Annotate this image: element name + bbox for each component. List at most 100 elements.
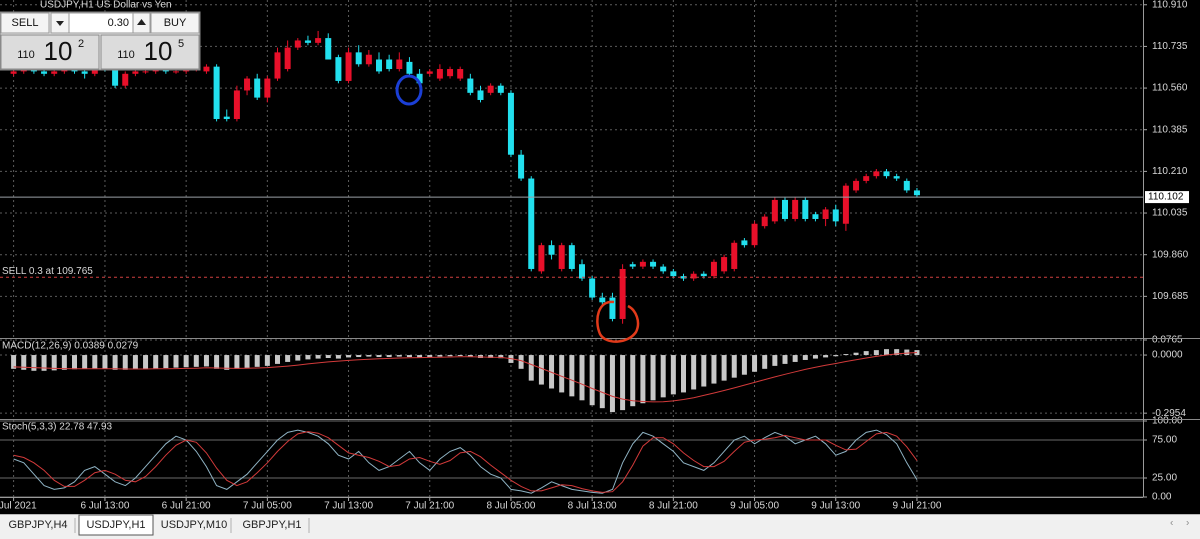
tab-label: USDJPY,M10 bbox=[161, 519, 227, 531]
histogram-bar bbox=[193, 355, 199, 367]
candle-body bbox=[406, 61, 413, 74]
histogram-bar bbox=[224, 355, 230, 370]
histogram-bar bbox=[457, 355, 463, 357]
histogram-bar bbox=[437, 355, 443, 357]
histogram-bar bbox=[630, 355, 636, 407]
histogram-bar bbox=[305, 355, 311, 360]
tab[interactable] bbox=[78, 514, 154, 536]
candle-body bbox=[700, 273, 707, 277]
candle-body bbox=[518, 154, 525, 179]
tab-label: GBPJPY,H4 bbox=[8, 519, 67, 531]
histogram-bar bbox=[609, 355, 615, 413]
candle-body bbox=[629, 264, 636, 267]
histogram-bar bbox=[112, 355, 118, 370]
candle-body bbox=[558, 245, 565, 269]
indicator-title: MACD(12,26,9) 0.0389 0.0279 bbox=[2, 341, 139, 352]
histogram-bar bbox=[823, 355, 829, 358]
tab[interactable] bbox=[157, 515, 231, 535]
histogram-bar bbox=[904, 349, 910, 356]
x-tick-label: 9 Jul 13:00 bbox=[811, 501, 860, 512]
histogram-bar bbox=[873, 350, 879, 356]
bid-small: 2 bbox=[78, 38, 84, 50]
candle-body bbox=[396, 59, 403, 70]
plot-area: 6 Jul 2021 6 Jul 13:00 6 Jul 21:00 7 Jul 05… bbox=[0, 0, 1200, 512]
candle-body bbox=[538, 245, 545, 272]
histogram-bar bbox=[863, 351, 869, 356]
histogram-bar bbox=[366, 355, 372, 357]
histogram-bar bbox=[21, 355, 27, 370]
histogram-bar bbox=[579, 355, 585, 401]
chart-title: USDJPY,H1 US Dollar vs Yen bbox=[40, 0, 172, 11]
bid-box[interactable] bbox=[0, 34, 100, 70]
candle-body bbox=[213, 66, 220, 120]
candle-body bbox=[132, 71, 139, 74]
candle-body bbox=[274, 52, 281, 79]
candle-body bbox=[315, 38, 322, 43]
candle-body bbox=[568, 245, 575, 269]
candle-body bbox=[863, 176, 870, 181]
last-price-box bbox=[1145, 191, 1189, 204]
buy-label: BUY bbox=[164, 17, 187, 29]
candle-body bbox=[660, 266, 667, 272]
scroll-left[interactable]: ‹ bbox=[1170, 518, 1173, 529]
candle-body bbox=[122, 73, 129, 86]
ask-small: 5 bbox=[178, 38, 184, 50]
candle-body bbox=[721, 257, 728, 272]
candle-body bbox=[873, 171, 880, 177]
candle-body bbox=[325, 38, 332, 60]
candle-body bbox=[264, 78, 271, 98]
tab[interactable] bbox=[235, 515, 309, 535]
histogram-bar bbox=[894, 349, 900, 356]
histogram-bar bbox=[599, 355, 605, 409]
x-tick-label: 9 Jul 21:00 bbox=[892, 501, 941, 512]
histogram-bar bbox=[51, 355, 57, 371]
buy-button[interactable] bbox=[150, 12, 200, 34]
candle-body bbox=[81, 71, 88, 74]
y-tick-label: 110.735 bbox=[1152, 41, 1188, 52]
y-tick-label: 75.00 bbox=[1152, 435, 1177, 446]
scroll-right[interactable]: › bbox=[1186, 518, 1189, 529]
histogram-bar bbox=[203, 355, 209, 367]
candle-body bbox=[528, 178, 535, 269]
y-tick-label: 110.035 bbox=[1152, 208, 1188, 219]
ask-box[interactable] bbox=[100, 34, 200, 70]
histogram-bar bbox=[285, 355, 291, 362]
candle-body bbox=[619, 268, 626, 319]
histogram-bar bbox=[264, 355, 270, 366]
y-tick-label: 110.385 bbox=[1152, 124, 1188, 135]
candle-body bbox=[487, 85, 494, 93]
spinner-arrow bbox=[137, 19, 146, 25]
x-tick-label: 6 Jul 2021 bbox=[0, 501, 37, 512]
sell-button[interactable] bbox=[0, 12, 50, 34]
histogram-bar bbox=[772, 355, 778, 366]
candle-body bbox=[832, 209, 839, 222]
histogram-bar bbox=[356, 355, 362, 358]
histogram-bar bbox=[275, 355, 280, 364]
histogram-bar bbox=[559, 355, 565, 393]
order-label: SELL 0.3 at 109.765 bbox=[2, 266, 93, 277]
ask-prefix: 110 bbox=[117, 49, 135, 61]
x-tick-label: 7 Jul 05:00 bbox=[243, 501, 292, 512]
candle-body bbox=[853, 180, 860, 191]
x-tick-label: 8 Jul 05:00 bbox=[486, 501, 535, 512]
candle-body bbox=[284, 47, 291, 70]
histogram-bar bbox=[853, 352, 859, 356]
histogram-bar bbox=[528, 355, 534, 381]
tab-label: GBPJPY,H1 bbox=[242, 519, 301, 531]
histogram-bar bbox=[549, 355, 555, 389]
candle-body bbox=[893, 176, 900, 179]
histogram-bar bbox=[346, 355, 352, 358]
histogram-bar bbox=[72, 355, 77, 370]
candle-body bbox=[294, 40, 301, 48]
last-price-label: 110.102 bbox=[1148, 192, 1184, 203]
tab[interactable] bbox=[1, 515, 75, 535]
candle-body bbox=[782, 199, 788, 219]
candle-body bbox=[812, 214, 819, 219]
candle-body bbox=[822, 209, 829, 219]
candle-body bbox=[751, 223, 758, 246]
histogram-bar bbox=[498, 355, 504, 359]
bid-big: 10 bbox=[44, 36, 73, 66]
candle-body bbox=[792, 199, 799, 219]
histogram-bar bbox=[102, 355, 108, 369]
